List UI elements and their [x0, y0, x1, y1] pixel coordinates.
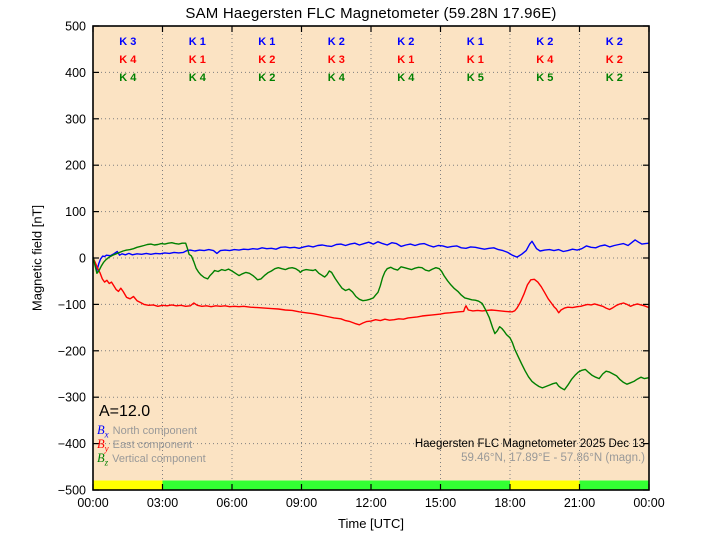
y-tick-label: −400: [58, 437, 86, 451]
bx-symbol: Bx: [97, 423, 109, 440]
k-index-bx: K 1: [467, 36, 484, 48]
activity-bar-segment: [93, 480, 163, 490]
k-index-by: K 2: [606, 54, 623, 66]
x-tick-labels: 00:00 03:00 06:00 09:00 12:00 15:00 18:00 21:00…: [77, 496, 664, 510]
activity-bar-segment: [371, 480, 441, 490]
activity-bar-segment: [301, 480, 371, 490]
k-index-by: K 2: [258, 54, 275, 66]
x-tick-label: 09:00: [286, 496, 317, 510]
k-index-table: K 3 K 1 K 1 K 2 K 2 K 1 K 2 K 2 K 4 K 1 K 2 K 3 K 1 K…: [119, 36, 623, 84]
y-tick-label: −500: [58, 484, 86, 498]
legend-item-bz: Bz Vertical component: [97, 451, 206, 468]
activity-bar-segment: [162, 480, 232, 490]
k-index-bz: K 4: [189, 72, 207, 84]
k-index-bz: K 4: [397, 72, 415, 84]
gridlines: [93, 26, 649, 490]
k-index-bx: K 2: [397, 36, 414, 48]
k-index-bx: K 2: [328, 36, 345, 48]
page-title: SAM Haegersten FLC Magnetometer (59.28N …: [185, 5, 557, 22]
activity-bar-segment: [440, 480, 510, 490]
y-axis-label: Magnetic field [nT]: [29, 204, 45, 312]
series-group: [93, 239, 649, 391]
x-tick-label: 18:00: [494, 496, 525, 510]
legend-label-east: East component: [112, 439, 193, 451]
legend-label-vertical: Vertical component: [112, 453, 206, 465]
legend-item-by: By East component: [97, 437, 193, 454]
k-index-by: K 1: [189, 54, 206, 66]
axis-ticks: [92, 25, 650, 491]
legend-label-north: North component: [112, 425, 198, 437]
k-index-bz: K 4: [328, 72, 346, 84]
k-index-bx: K 1: [258, 36, 275, 48]
y-tick-labels: 500 400 300 200 100 0 −100 −200 −300 −400 −500: [58, 20, 86, 498]
y-tick-label: 200: [65, 159, 86, 173]
y-tick-label: 0: [79, 252, 86, 266]
x-tick-label: 12:00: [355, 496, 386, 510]
series-line-by: [93, 257, 649, 326]
k-index-bz: K 4: [119, 72, 137, 84]
k-index-by: K 3: [328, 54, 345, 66]
y-tick-label: −200: [58, 344, 86, 358]
station-coordinates-line: 59.46°N, 17.89°E - 57.86°N (magn.): [461, 452, 645, 464]
k-index-bx: K 3: [119, 36, 136, 48]
x-tick-label: 21:00: [564, 496, 595, 510]
y-tick-label: −300: [58, 391, 86, 405]
activity-bar-segment: [579, 480, 649, 490]
k-index-by: K 4: [119, 54, 137, 66]
k-index-bx: K 2: [536, 36, 553, 48]
series-line-bz: [93, 241, 649, 391]
x-tick-label: 03:00: [147, 496, 178, 510]
a-index-annotation: A=12.0: [99, 403, 151, 420]
activity-bar-segment: [510, 480, 580, 490]
k-index-bz: K 5: [467, 72, 484, 84]
k-index-bx: K 2: [606, 36, 623, 48]
k-index-bx: K 1: [189, 36, 206, 48]
y-tick-label: 500: [65, 20, 86, 34]
x-tick-label: 06:00: [216, 496, 247, 510]
activity-bar-segment: [232, 480, 302, 490]
k-index-bz: K 2: [258, 72, 275, 84]
y-tick-label: 100: [65, 205, 86, 219]
activity-bar: [93, 480, 649, 490]
x-tick-label: 15:00: [425, 496, 456, 510]
k-index-by: K 1: [397, 54, 414, 66]
plot-frame: [92, 25, 650, 491]
bz-symbol: Bz: [97, 451, 109, 468]
k-index-bz: K 2: [606, 72, 623, 84]
k-index-by: K 1: [467, 54, 484, 66]
by-symbol: By: [97, 437, 109, 454]
k-index-by: K 4: [536, 54, 554, 66]
y-tick-label: −100: [58, 298, 86, 312]
legend-item-bx: Bx North component: [97, 423, 198, 440]
station-info-line: Haegersten FLC Magnetometer 2025 Dec 13: [414, 438, 645, 450]
k-index-bz: K 5: [536, 72, 553, 84]
x-tick-label: 00:00: [633, 496, 664, 510]
y-tick-label: 400: [65, 66, 86, 80]
x-tick-label: 00:00: [77, 496, 108, 510]
x-axis-label: Time [UTC]: [338, 516, 404, 531]
series-line-bx: [93, 239, 649, 272]
y-tick-label: 300: [65, 112, 86, 126]
